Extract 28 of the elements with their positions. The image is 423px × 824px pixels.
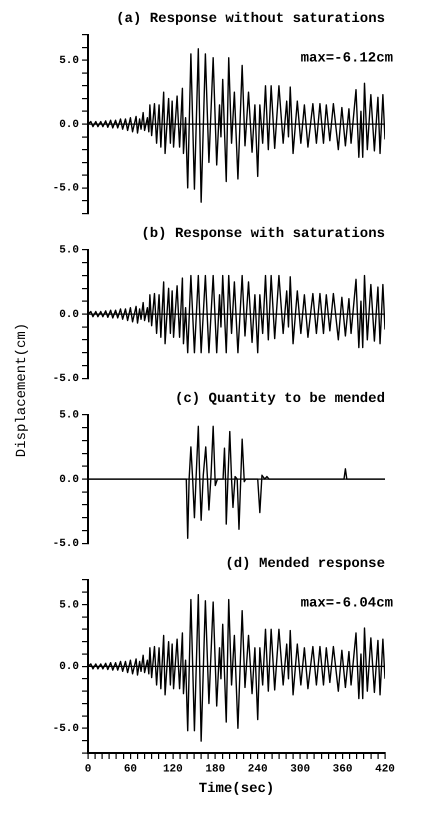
x-axis-title: Time(sec) [198,781,274,798]
y-tick-label: -5.0 [52,373,79,386]
y-tick-label: 0.0 [59,118,79,131]
x-tick-label: 360 [332,763,352,776]
annotation: max=-6.04cm [300,595,393,612]
y-axis-title: Displacement(cm) [14,322,30,457]
chart-title: (b) Response with saturations [141,226,385,242]
y-tick-label: 5.0 [59,599,79,612]
y-tick-label: 0.0 [59,661,79,674]
y-tick-label: -5.0 [52,723,79,736]
y-tick-label: 5.0 [59,55,79,68]
y-tick-label: -5.0 [52,538,79,550]
x-tick-label: 420 [375,763,395,776]
annotation: max=-6.12cm [300,50,393,66]
x-tick-label: 180 [205,763,226,776]
x-tick-label: 60 [124,763,138,776]
y-tick-label: -5.0 [52,182,79,195]
y-tick-label: 0.0 [59,308,79,321]
y-tick-label: 5.0 [59,244,79,257]
y-tick-label: 5.0 [59,410,79,422]
y-tick-label: 0.0 [59,474,79,486]
chart-title: (c) Quantity to be mended [174,390,385,407]
x-tick-label: 0 [84,763,92,776]
x-tick-label: 300 [290,763,310,776]
chart-title: (d) Mended response [225,556,385,572]
x-tick-label: 240 [248,763,268,776]
chart-title: (a) Response without saturations [116,10,385,27]
x-tick-label: 120 [162,763,183,776]
